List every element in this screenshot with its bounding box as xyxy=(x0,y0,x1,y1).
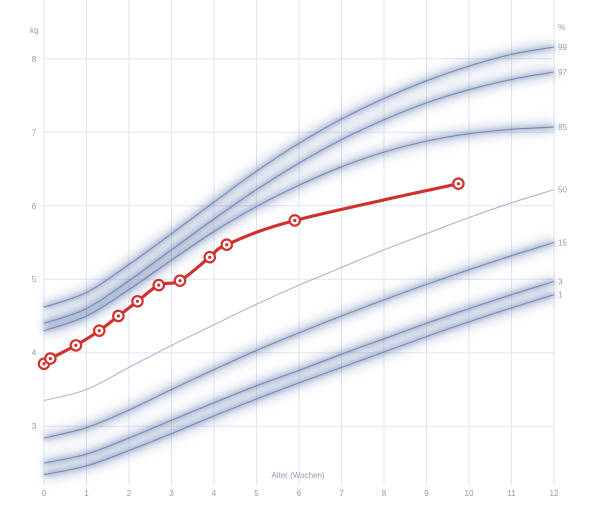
y-tick-label: 6 xyxy=(32,202,37,211)
measurement-point-center xyxy=(178,279,182,283)
x-tick-label: 7 xyxy=(339,489,344,498)
percentile-lines xyxy=(43,46,555,476)
y-axis-label: kg xyxy=(30,26,38,35)
x-axis-label: Alter (Wochen) xyxy=(271,471,325,480)
percentile-line-97 xyxy=(43,71,555,324)
percentile-line-1 xyxy=(43,294,555,476)
percentile-label-50: 50 xyxy=(558,186,567,195)
x-tick-label: 12 xyxy=(550,489,559,498)
x-tick-label: 1 xyxy=(84,489,89,498)
measurement-point-center xyxy=(42,362,46,366)
x-tick-label: 9 xyxy=(424,489,429,498)
axes: kg % Alter (Wochen) 0 1 2 3 4 5 6 7 8 9 10 11 123456… xyxy=(30,23,567,498)
x-tick-label: 8 xyxy=(382,489,387,498)
percentile-label-15: 15 xyxy=(558,239,567,248)
y-tick-label: 3 xyxy=(32,422,37,431)
percentile-label-3: 3 xyxy=(558,277,563,286)
x-tick-label: 2 xyxy=(127,489,132,498)
percentile-label-1: 1 xyxy=(558,291,563,300)
y-tick-label: 7 xyxy=(32,128,37,137)
percentile-line-3 xyxy=(43,280,555,464)
measurement-point-center xyxy=(135,299,140,303)
x-tick-label: 3 xyxy=(169,489,174,498)
x-tick-label: 5 xyxy=(254,489,259,498)
x-tick-label: 10 xyxy=(465,489,474,498)
y-tick-label: 8 xyxy=(32,55,37,64)
measurement-point-center xyxy=(208,255,212,259)
percentile-line-99 xyxy=(43,46,555,308)
x-tick-label: 4 xyxy=(212,489,217,498)
percentile-label-97: 97 xyxy=(558,68,567,77)
y-tick-label: 4 xyxy=(32,349,37,358)
measurement-point-center xyxy=(74,343,78,347)
x-tick-label: 0 xyxy=(42,489,47,498)
percentile-axis-label: % xyxy=(558,23,565,32)
measurement-point-center xyxy=(48,357,52,361)
measurement-point-center xyxy=(225,243,229,247)
measurement-point-center xyxy=(116,314,120,318)
measurement-point-center xyxy=(157,283,161,287)
percentile-label-85: 85 xyxy=(558,123,567,132)
measurement-series xyxy=(37,177,465,371)
measurement-point-center xyxy=(456,182,460,186)
y-tick-label: 5 xyxy=(32,275,37,284)
percentile-line-85 xyxy=(43,126,555,332)
percentile-line-50 xyxy=(43,189,555,402)
percentile-line-15 xyxy=(43,241,555,439)
x-tick-label: 6 xyxy=(297,489,302,498)
percentile-label-99: 99 xyxy=(558,43,567,52)
x-tick-label: 11 xyxy=(507,489,516,498)
measurement-point-center xyxy=(293,218,297,223)
measurement-point-center xyxy=(97,329,101,333)
